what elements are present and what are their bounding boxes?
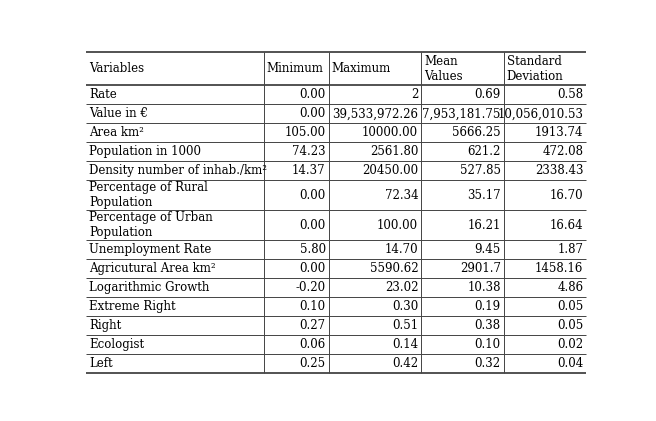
Text: Population in 1000: Population in 1000 bbox=[89, 145, 201, 158]
Text: Rate: Rate bbox=[89, 88, 117, 101]
Text: Mean
Values: Mean Values bbox=[424, 55, 463, 83]
Text: 0.05: 0.05 bbox=[557, 319, 583, 332]
Text: 14.37: 14.37 bbox=[292, 164, 325, 177]
Text: 72.34: 72.34 bbox=[384, 189, 418, 202]
Text: 0.42: 0.42 bbox=[392, 357, 418, 370]
Text: 0.32: 0.32 bbox=[474, 357, 501, 370]
Text: 0.27: 0.27 bbox=[300, 319, 325, 332]
Text: 0.00: 0.00 bbox=[299, 219, 325, 232]
Text: 7,953,181.75: 7,953,181.75 bbox=[422, 107, 501, 120]
Text: -0.20: -0.20 bbox=[295, 281, 325, 294]
Text: Left: Left bbox=[89, 357, 113, 370]
Text: 16.21: 16.21 bbox=[467, 219, 501, 232]
Text: Value in €: Value in € bbox=[89, 107, 148, 120]
Text: 74.23: 74.23 bbox=[292, 145, 325, 158]
Text: 0.69: 0.69 bbox=[474, 88, 501, 101]
Text: 9.45: 9.45 bbox=[474, 243, 501, 256]
Text: 0.58: 0.58 bbox=[557, 88, 583, 101]
Text: 0.19: 0.19 bbox=[474, 300, 501, 313]
Text: Logarithmic Growth: Logarithmic Growth bbox=[89, 281, 209, 294]
Text: 100.00: 100.00 bbox=[377, 219, 418, 232]
Text: 14.70: 14.70 bbox=[384, 243, 418, 256]
Text: 0.05: 0.05 bbox=[557, 300, 583, 313]
Text: 10000.00: 10000.00 bbox=[362, 126, 418, 139]
Text: 0.38: 0.38 bbox=[474, 319, 501, 332]
Text: 16.64: 16.64 bbox=[550, 219, 583, 232]
Text: 39,533,972.26: 39,533,972.26 bbox=[332, 107, 418, 120]
Text: 527.85: 527.85 bbox=[460, 164, 501, 177]
Text: 0.02: 0.02 bbox=[557, 338, 583, 351]
Text: 105.00: 105.00 bbox=[285, 126, 325, 139]
Text: 23.02: 23.02 bbox=[384, 281, 418, 294]
Text: 1.87: 1.87 bbox=[558, 243, 583, 256]
Text: 0.10: 0.10 bbox=[474, 338, 501, 351]
Text: Area km²: Area km² bbox=[89, 126, 144, 139]
Text: 0.00: 0.00 bbox=[299, 88, 325, 101]
Text: Variables: Variables bbox=[89, 62, 144, 75]
Text: 0.00: 0.00 bbox=[299, 189, 325, 202]
Text: 0.00: 0.00 bbox=[299, 107, 325, 120]
Text: 4.86: 4.86 bbox=[557, 281, 583, 294]
Text: 1913.74: 1913.74 bbox=[535, 126, 583, 139]
Text: 0.30: 0.30 bbox=[392, 300, 418, 313]
Text: Minimum: Minimum bbox=[267, 62, 323, 75]
Text: 2338.43: 2338.43 bbox=[535, 164, 583, 177]
Text: Maximum: Maximum bbox=[332, 62, 391, 75]
Text: 2901.7: 2901.7 bbox=[460, 262, 501, 275]
Text: 10,056,010.53: 10,056,010.53 bbox=[497, 107, 583, 120]
Text: Agricutural Area km²: Agricutural Area km² bbox=[89, 262, 216, 275]
Text: Unemployment Rate: Unemployment Rate bbox=[89, 243, 211, 256]
Text: 0.25: 0.25 bbox=[300, 357, 325, 370]
Text: 0.14: 0.14 bbox=[392, 338, 418, 351]
Text: Density number of inhab./km²: Density number of inhab./km² bbox=[89, 164, 267, 177]
Text: Standard
Deviation: Standard Deviation bbox=[507, 55, 564, 83]
Text: 0.10: 0.10 bbox=[300, 300, 325, 313]
Text: 2561.80: 2561.80 bbox=[370, 145, 418, 158]
Text: 5666.25: 5666.25 bbox=[452, 126, 501, 139]
Text: 16.70: 16.70 bbox=[550, 189, 583, 202]
Text: 1458.16: 1458.16 bbox=[535, 262, 583, 275]
Text: 0.51: 0.51 bbox=[392, 319, 418, 332]
Text: 621.2: 621.2 bbox=[467, 145, 501, 158]
Text: 472.08: 472.08 bbox=[543, 145, 583, 158]
Text: Extreme Right: Extreme Right bbox=[89, 300, 176, 313]
Text: 0.04: 0.04 bbox=[557, 357, 583, 370]
Text: 0.00: 0.00 bbox=[299, 262, 325, 275]
Text: 2: 2 bbox=[411, 88, 418, 101]
Text: Percentage of Urban
Population: Percentage of Urban Population bbox=[89, 211, 213, 239]
Text: 20450.00: 20450.00 bbox=[362, 164, 418, 177]
Text: Ecologist: Ecologist bbox=[89, 338, 144, 351]
Text: 35.17: 35.17 bbox=[467, 189, 501, 202]
Text: Percentage of Rural
Population: Percentage of Rural Population bbox=[89, 181, 208, 209]
Text: 10.38: 10.38 bbox=[467, 281, 501, 294]
Text: Right: Right bbox=[89, 319, 121, 332]
Text: 0.06: 0.06 bbox=[299, 338, 325, 351]
Text: 5.80: 5.80 bbox=[300, 243, 325, 256]
Text: 5590.62: 5590.62 bbox=[369, 262, 418, 275]
